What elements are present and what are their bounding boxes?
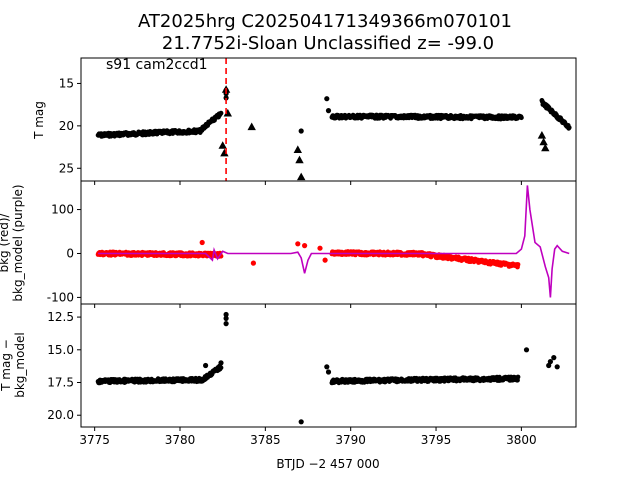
x-tick-label: 3785 xyxy=(250,433,281,447)
data-point xyxy=(223,321,229,327)
data-point-triangle xyxy=(223,108,232,117)
data-point-triangle xyxy=(293,145,302,153)
data-point xyxy=(302,243,308,249)
data-point xyxy=(317,245,323,251)
data-point xyxy=(324,96,330,102)
plot-area xyxy=(95,58,572,181)
x-tick-label: 3795 xyxy=(421,433,452,447)
data-point xyxy=(218,110,224,116)
axes-frame xyxy=(80,180,577,305)
data-point xyxy=(199,239,205,246)
y-tick-label: 15 xyxy=(59,76,74,90)
middle-ylabel-line2: bkg_model (purple) xyxy=(11,184,25,301)
plot-area xyxy=(95,311,560,425)
y-tick-label: 25 xyxy=(59,161,74,175)
data-point xyxy=(223,95,229,101)
y-tick-label: 100 xyxy=(51,203,74,217)
y-tick-label: 0 xyxy=(66,246,74,260)
data-point xyxy=(551,355,557,361)
data-point xyxy=(218,360,224,366)
data-point xyxy=(223,315,229,321)
data-point xyxy=(250,260,256,266)
data-point xyxy=(547,359,554,365)
data-point xyxy=(515,262,521,267)
data-point-triangle xyxy=(247,122,256,131)
data-point xyxy=(322,257,328,263)
data-point-triangle xyxy=(297,172,306,181)
bottom-ylabel-line1: T mag − xyxy=(0,339,13,392)
data-point-triangle xyxy=(537,131,547,139)
x-tick-label: 3790 xyxy=(335,433,366,447)
data-point xyxy=(218,365,224,371)
series-line-bkg_model xyxy=(98,185,570,298)
data-point xyxy=(324,364,330,370)
data-point xyxy=(519,115,524,121)
y-tick-label: 20.0 xyxy=(47,408,74,422)
data-point xyxy=(554,364,560,370)
chart-title-line2: 21.7752i-Sloan Unclassified z= -99.0 xyxy=(162,33,494,54)
y-tick-label: -100 xyxy=(47,290,74,304)
top-panel-magnitude: 15 20 25 xyxy=(59,57,577,185)
x-axis-label: BTJD −2 457 000 xyxy=(276,457,379,471)
sector-camera-annotation: s91 cam2ccd1 xyxy=(106,57,208,73)
axes-frame xyxy=(80,303,577,428)
middle-panel-background: -100 0 100 xyxy=(47,180,577,308)
data-point xyxy=(515,374,521,380)
data-point xyxy=(295,241,301,247)
y-tick-label: 17.5 xyxy=(47,376,74,390)
data-point xyxy=(566,125,572,130)
plot-area xyxy=(95,185,570,298)
y-tick-label: 20 xyxy=(59,119,74,133)
data-point xyxy=(523,347,530,353)
data-point-triangle xyxy=(541,143,550,152)
data-point-triangle xyxy=(218,141,227,149)
data-point xyxy=(298,128,304,134)
data-point xyxy=(546,362,552,369)
y-tick-label: 15.0 xyxy=(47,343,74,357)
data-point-triangle xyxy=(295,155,304,164)
data-point xyxy=(298,419,304,425)
data-point-triangle xyxy=(539,137,548,146)
x-tick-label: 3775 xyxy=(79,433,110,447)
data-point-triangle xyxy=(220,148,229,157)
chart-title-line1: AT2025hrg C202504171349366m070101 xyxy=(138,11,512,32)
bottom-panel-corrected: 12.5 15.0 17.5 20.0 3775 3780 3785 3790 3795 3800 xyxy=(47,303,577,447)
data-point xyxy=(223,311,229,318)
data-point xyxy=(203,362,209,369)
top-ylabel: T mag xyxy=(32,101,46,140)
data-point xyxy=(325,369,332,375)
bottom-ylabel-line2: bkg_model xyxy=(13,332,27,398)
x-tick-label: 3780 xyxy=(165,433,196,447)
middle-ylabel-line1: bkg (red)/ xyxy=(0,213,11,273)
x-tick-label: 3800 xyxy=(506,433,537,447)
y-tick-label: 12.5 xyxy=(47,310,74,324)
data-point xyxy=(325,108,332,114)
